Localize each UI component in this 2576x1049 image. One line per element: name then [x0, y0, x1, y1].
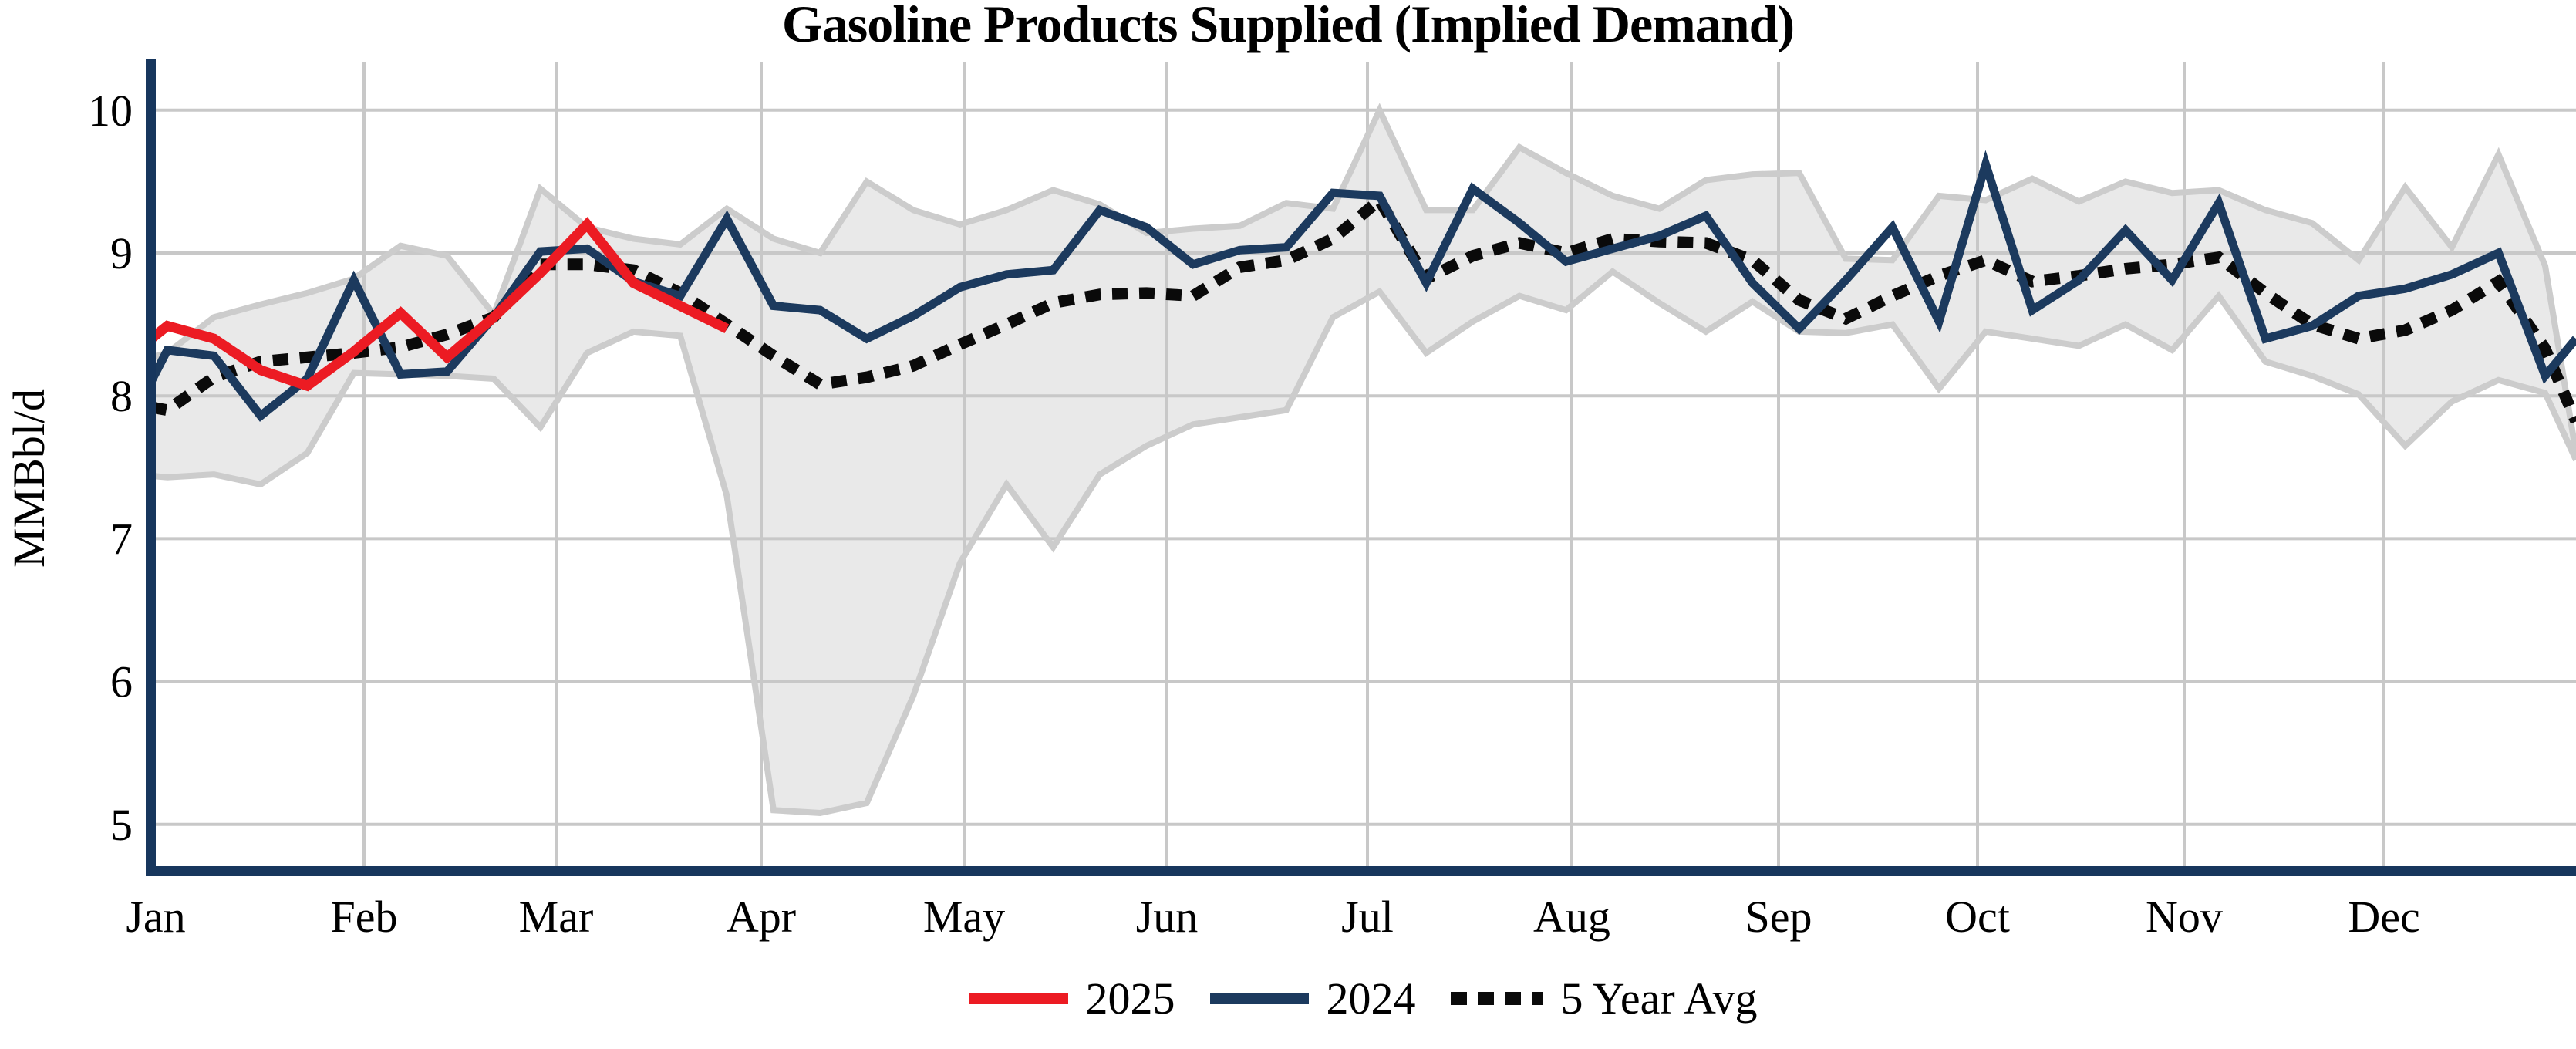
x-tick-label: May	[923, 892, 1005, 942]
legend-item-2025: 2025	[969, 973, 1175, 1024]
x-tick-label: Feb	[331, 892, 398, 942]
x-tick-label: Jan	[126, 892, 185, 942]
legend-label-2025: 2025	[1085, 973, 1175, 1024]
band-top-edge	[150, 103, 2576, 454]
y-tick-label: 5	[110, 800, 133, 850]
legend: 2025 2024 5 Year Avg	[151, 966, 2576, 1030]
y-tick-label: 7	[110, 514, 133, 564]
x-tick-label: Jul	[1341, 892, 1394, 942]
y-tick-label: 8	[110, 371, 133, 421]
page-title: Gasoline Products Supplied (Implied Dema…	[781, 0, 1795, 53]
x-tick-label: Aug	[1533, 892, 1610, 942]
x-tick-label: Dec	[2348, 892, 2419, 942]
band-bottom-edge	[150, 268, 2576, 817]
legend-swatch-2024-line	[1210, 992, 1310, 1004]
legend-item-2024: 2024	[1210, 973, 1415, 1024]
legend-swatch-2025-line	[969, 992, 1069, 1004]
legend-label-2024: 2024	[1326, 973, 1416, 1024]
y-tick-label: 9	[110, 228, 133, 278]
five-year-range-band	[151, 110, 2576, 814]
y-tick-label: 10	[88, 86, 133, 136]
x-tick-label: Mar	[519, 892, 594, 942]
legend-label-5yr-avg: 5 Year Avg	[1560, 973, 1758, 1024]
x-tick-label: Sep	[1745, 892, 1812, 942]
x-tick-label: Apr	[727, 892, 796, 942]
y-axis-spine	[146, 59, 156, 876]
series-2025-line	[147, 217, 730, 392]
legend-swatch-5yr-dotted-line	[1451, 991, 1544, 1005]
legend-item-5yr-avg: 5 Year Avg	[1451, 973, 1758, 1024]
x-axis-spine	[146, 866, 2576, 876]
x-tick-label: Nov	[2146, 892, 2223, 942]
series-2024-line	[147, 150, 2576, 422]
x-tick-label: Jun	[1136, 892, 1199, 942]
y-tick-label: 6	[110, 657, 133, 707]
x-tick-label: Oct	[1945, 892, 2010, 942]
